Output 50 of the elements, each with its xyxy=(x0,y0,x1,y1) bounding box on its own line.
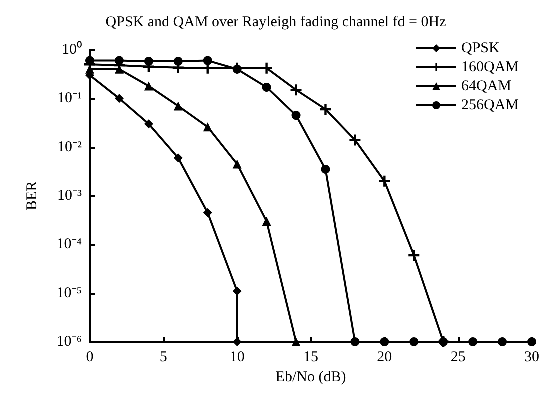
chart-title: QPSK and QAM over Rayleigh fading channel fd = 0Hz xyxy=(106,14,447,30)
point xyxy=(174,102,183,111)
point xyxy=(262,216,272,226)
y-tick-label: 10⁻⁶ xyxy=(56,334,82,350)
point xyxy=(408,250,420,261)
x-tick-label: 30 xyxy=(524,350,540,366)
legend-label: QPSK xyxy=(462,40,500,56)
point xyxy=(261,62,272,74)
legend-label: 160QAM xyxy=(462,60,520,76)
legend-label: 64QAM xyxy=(462,78,512,94)
point xyxy=(203,56,212,66)
legend-label: 256QAM xyxy=(462,98,520,114)
point xyxy=(144,82,154,91)
point xyxy=(292,338,301,346)
y-tick-label: 10⁻⁴ xyxy=(56,236,82,253)
point xyxy=(144,57,154,66)
point xyxy=(321,165,330,174)
point xyxy=(114,56,124,66)
point xyxy=(203,122,212,132)
point xyxy=(290,84,302,96)
point xyxy=(114,94,124,104)
point xyxy=(410,338,419,346)
y-tick-label: 10⁻³ xyxy=(58,188,82,204)
point xyxy=(262,82,272,92)
point xyxy=(320,104,332,115)
y-axis-title: BER xyxy=(24,181,40,211)
point xyxy=(144,120,154,129)
x-tick-label: 25 xyxy=(450,350,466,366)
point xyxy=(468,338,478,346)
point xyxy=(203,208,212,218)
point xyxy=(350,134,361,146)
point xyxy=(232,160,242,169)
point xyxy=(379,176,390,187)
point xyxy=(380,338,390,346)
x-tick-label: 0 xyxy=(86,350,94,366)
point xyxy=(174,57,183,66)
x-tick-label: 20 xyxy=(377,350,392,366)
y-tick-label: 10⁻⁵ xyxy=(56,285,82,302)
point xyxy=(498,338,508,346)
x-tick-label: 15 xyxy=(304,350,318,366)
x-tick-label: 5 xyxy=(160,350,168,366)
point xyxy=(232,286,242,296)
point xyxy=(292,111,301,120)
y-tick-label: 10⁰ xyxy=(62,41,82,58)
point xyxy=(350,338,360,346)
x-tick-label: 10 xyxy=(230,350,245,366)
y-tick-label: 10⁻² xyxy=(58,139,82,156)
y-tick-label: 10⁻¹ xyxy=(58,90,82,107)
point xyxy=(174,154,183,163)
x-axis-title: Eb/No (dB) xyxy=(276,369,346,386)
